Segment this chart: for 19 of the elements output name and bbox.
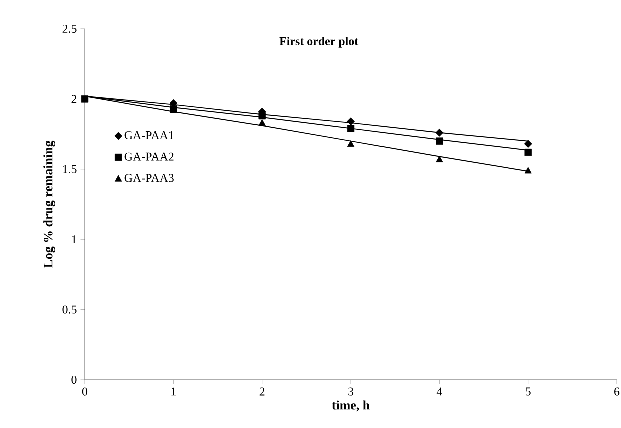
x-tick-label: 5 bbox=[526, 388, 531, 396]
y-tick-label: 1.5 bbox=[63, 165, 77, 174]
y-axis-title: Log % drug remaining bbox=[44, 140, 56, 268]
x-tick-label: 2 bbox=[260, 388, 265, 396]
legend-label: GA-PAA2 bbox=[124, 152, 174, 161]
x-tick-label: 6 bbox=[614, 388, 620, 396]
y-tick-label: 1 bbox=[72, 236, 77, 244]
x-tick-label: 0 bbox=[82, 388, 88, 396]
legend-label: GA-PAA3 bbox=[124, 174, 174, 182]
y-tick-label: 2 bbox=[72, 95, 77, 104]
x-tick-label: 1 bbox=[172, 388, 176, 396]
x-tick-label: 3 bbox=[348, 388, 354, 396]
text: First order plot bbox=[280, 37, 359, 48]
legend-label: GA-PAA1 bbox=[124, 131, 174, 140]
y-tick-label: 2.5 bbox=[62, 24, 77, 34]
x-axis-title: time, h bbox=[332, 400, 370, 412]
y-tick-label: 0 bbox=[72, 376, 77, 384]
y-tick-label: 0.5 bbox=[62, 306, 77, 314]
x-tick-label: 4 bbox=[436, 388, 442, 396]
